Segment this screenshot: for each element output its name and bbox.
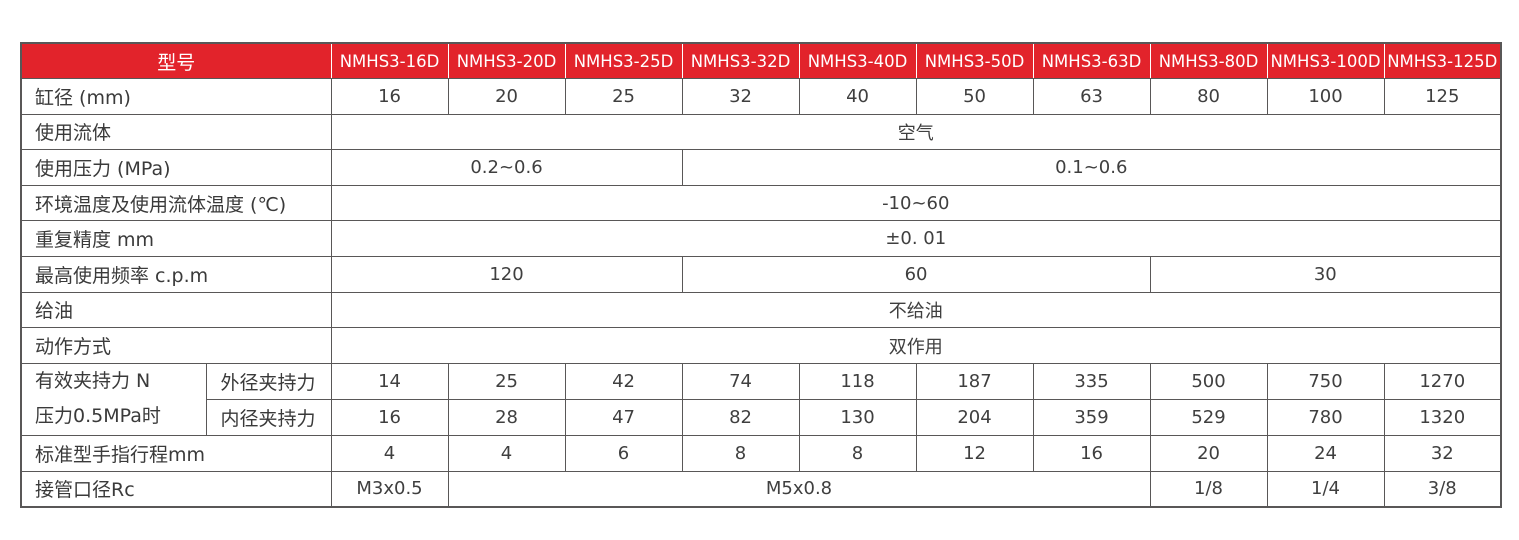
row-label-pressure: 使用压力 (MPa) bbox=[20, 149, 332, 186]
gripping-label-line1: 有效夹持力 N bbox=[35, 369, 151, 392]
stroke-value-cell: 8 bbox=[681, 435, 800, 472]
external-grip-value-cell: 42 bbox=[564, 362, 683, 400]
external-grip-value-cell: 750 bbox=[1266, 362, 1385, 400]
header-model-label: 型号 bbox=[20, 42, 332, 80]
row-label-fluid: 使用流体 bbox=[20, 113, 332, 151]
stroke-value-cell: 6 bbox=[564, 435, 683, 472]
repeatability-row: 重复精度 mm ±0. 01 bbox=[20, 220, 1502, 258]
bore-value-cell: 16 bbox=[330, 78, 449, 115]
bore-value-cell: 63 bbox=[1032, 78, 1151, 115]
port-value-cell: 1/8 bbox=[1149, 470, 1268, 508]
port-value-cell: 1/4 bbox=[1266, 470, 1385, 508]
temperature-row: 环境温度及使用流体温度 (℃) -10~60 bbox=[20, 184, 1502, 222]
row-label-action: 动作方式 bbox=[20, 327, 332, 364]
bore-value-cell: 125 bbox=[1383, 78, 1502, 115]
action-value-cell: 双作用 bbox=[330, 327, 1502, 364]
row-label-gripping-force: 有效夹持力 N 压力0.5MPa时 bbox=[20, 362, 207, 437]
row-label-frequency: 最高使用频率 c.p.m bbox=[20, 256, 332, 293]
stroke-value-cell: 20 bbox=[1149, 435, 1268, 472]
bore-value-cell: 20 bbox=[447, 78, 566, 115]
stroke-value-cell: 4 bbox=[330, 435, 449, 472]
internal-grip-value-cell: 130 bbox=[798, 398, 917, 437]
gripping-external-row: 有效夹持力 N 压力0.5MPa时 外径夹持力 14 25 42 74 118 … bbox=[20, 362, 1502, 437]
model-header-cell: NMHS3-80D bbox=[1149, 42, 1268, 80]
model-header-cell: NMHS3-63D bbox=[1032, 42, 1151, 80]
row-label-stroke: 标准型手指行程mm bbox=[20, 435, 332, 472]
row-sublabel-external-grip: 外径夹持力 bbox=[205, 362, 332, 400]
model-header-cell: NMHS3-40D bbox=[798, 42, 917, 80]
port-value-cell: M5x0.8 bbox=[447, 470, 1151, 508]
external-grip-value-cell: 187 bbox=[915, 362, 1034, 400]
row-sublabel-internal-grip: 内径夹持力 bbox=[205, 398, 332, 437]
bore-value-cell: 80 bbox=[1149, 78, 1268, 115]
model-header-cell: NMHS3-16D bbox=[330, 42, 449, 80]
stroke-value-cell: 32 bbox=[1383, 435, 1502, 472]
stroke-value-cell: 12 bbox=[915, 435, 1034, 472]
internal-grip-value-cell: 82 bbox=[681, 398, 800, 437]
bore-value-cell: 100 bbox=[1266, 78, 1385, 115]
stroke-value-cell: 8 bbox=[798, 435, 917, 472]
internal-grip-value-cell: 47 bbox=[564, 398, 683, 437]
external-grip-value-cell: 74 bbox=[681, 362, 800, 400]
external-grip-value-cell: 14 bbox=[330, 362, 449, 400]
internal-grip-value-cell: 359 bbox=[1032, 398, 1151, 437]
external-grip-value-cell: 500 bbox=[1149, 362, 1268, 400]
bore-row: 缸径 (mm) 16 20 25 32 40 50 63 80 100 125 bbox=[20, 78, 1502, 115]
row-label-repeatability: 重复精度 mm bbox=[20, 220, 332, 258]
gripping-internal-row: 内径夹持力 16 28 47 82 130 204 359 529 780 13… bbox=[21, 398, 1502, 437]
frequency-value-cell: 30 bbox=[1149, 256, 1502, 293]
spec-table: 型号 NMHS3-16D NMHS3-20D NMHS3-25D NMHS3-3… bbox=[20, 42, 1503, 508]
frequency-row: 最高使用频率 c.p.m 120 60 30 bbox=[20, 256, 1502, 293]
external-grip-value-cell: 25 bbox=[447, 362, 566, 400]
model-header-cell: NMHS3-50D bbox=[915, 42, 1034, 80]
internal-grip-value-cell: 16 bbox=[330, 398, 449, 437]
pressure-low-cell: 0.2~0.6 bbox=[330, 149, 683, 186]
row-label-port: 接管口径Rc bbox=[20, 470, 332, 508]
port-row: 接管口径Rc M3x0.5 M5x0.8 1/8 1/4 3/8 bbox=[20, 470, 1502, 508]
pressure-row: 使用压力 (MPa) 0.2~0.6 0.1~0.6 bbox=[20, 149, 1502, 186]
stroke-row: 标准型手指行程mm 4 4 6 8 8 12 16 20 24 32 bbox=[20, 435, 1502, 472]
repeatability-value-cell: ±0. 01 bbox=[330, 220, 1502, 258]
external-grip-value-cell: 335 bbox=[1032, 362, 1151, 400]
stroke-value-cell: 24 bbox=[1266, 435, 1385, 472]
row-label-temperature: 环境温度及使用流体温度 (℃) bbox=[20, 184, 332, 222]
stroke-value-cell: 4 bbox=[447, 435, 566, 472]
action-row: 动作方式 双作用 bbox=[20, 327, 1502, 364]
fluid-value-cell: 空气 bbox=[330, 113, 1502, 151]
bore-value-cell: 32 bbox=[681, 78, 800, 115]
row-label-bore: 缸径 (mm) bbox=[20, 78, 332, 115]
pressure-high-cell: 0.1~0.6 bbox=[681, 149, 1502, 186]
internal-grip-value-cell: 204 bbox=[915, 398, 1034, 437]
model-header-cell: NMHS3-20D bbox=[447, 42, 566, 80]
stroke-value-cell: 16 bbox=[1032, 435, 1151, 472]
external-grip-value-cell: 118 bbox=[798, 362, 917, 400]
lubrication-row: 给油 不给油 bbox=[20, 291, 1502, 329]
bore-value-cell: 40 bbox=[798, 78, 917, 115]
gripping-label-line2: 压力0.5MPa时 bbox=[35, 405, 161, 428]
bore-value-cell: 25 bbox=[564, 78, 683, 115]
model-header-cell: NMHS3-32D bbox=[681, 42, 800, 80]
model-header-cell: NMHS3-125D bbox=[1383, 42, 1502, 80]
frequency-value-cell: 60 bbox=[681, 256, 1151, 293]
fluid-row: 使用流体 空气 bbox=[20, 113, 1502, 151]
port-value-cell: M3x0.5 bbox=[330, 470, 449, 508]
internal-grip-value-cell: 529 bbox=[1149, 398, 1268, 437]
port-value-cell: 3/8 bbox=[1383, 470, 1502, 508]
header-row: 型号 NMHS3-16D NMHS3-20D NMHS3-25D NMHS3-3… bbox=[20, 42, 1502, 80]
lubrication-value-cell: 不给油 bbox=[330, 291, 1502, 329]
frequency-value-cell: 120 bbox=[330, 256, 683, 293]
row-label-lubrication: 给油 bbox=[20, 291, 332, 329]
model-header-cell: NMHS3-100D bbox=[1266, 42, 1385, 80]
internal-grip-value-cell: 780 bbox=[1266, 398, 1385, 437]
bore-value-cell: 50 bbox=[915, 78, 1034, 115]
temperature-value-cell: -10~60 bbox=[330, 184, 1502, 222]
model-header-cell: NMHS3-25D bbox=[564, 42, 683, 80]
internal-grip-value-cell: 28 bbox=[447, 398, 566, 437]
internal-grip-value-cell: 1320 bbox=[1383, 398, 1502, 437]
external-grip-value-cell: 1270 bbox=[1383, 362, 1502, 400]
